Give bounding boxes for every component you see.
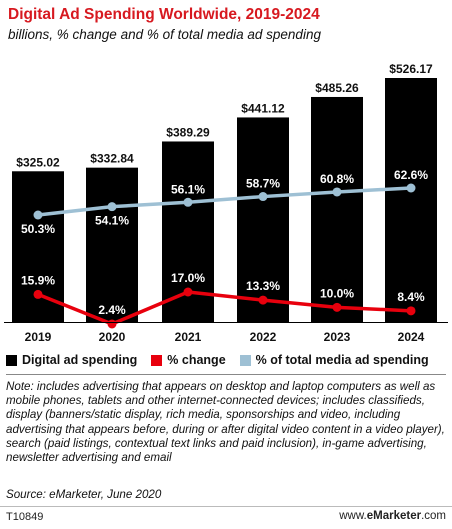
change-label-2020: 2.4% (98, 303, 126, 317)
share-point-2019 (33, 210, 43, 220)
share-point-2023 (332, 187, 342, 197)
change-point-2021 (183, 287, 193, 297)
share-point-2020 (107, 202, 117, 212)
chart-id: T10849 (6, 511, 44, 523)
brand-prefix: www. (339, 510, 367, 522)
change-point-2020 (107, 319, 117, 329)
change-point-2024 (406, 306, 416, 316)
legend-item-2: % of total media ad spending (239, 353, 429, 367)
change-label-2024: 8.4% (397, 290, 425, 304)
change-point-2022 (258, 295, 268, 305)
change-label-2021: 17.0% (171, 271, 205, 285)
x-tick-2022: 2022 (250, 330, 277, 344)
share-label-2021: 56.1% (171, 182, 205, 196)
x-tick-2024: 2024 (398, 330, 425, 344)
change-label-2019: 15.9% (21, 273, 55, 287)
change-label-2023: 10.0% (320, 286, 354, 300)
chart-plot: $325.02 $332.84 $389.29 $441.12 $485.26 $526.… (4, 62, 448, 344)
bar-label-2022: $441.12 (241, 101, 285, 115)
x-tick-2019: 2019 (25, 330, 52, 344)
change-line (37, 290, 412, 326)
bar-label-2023: $485.26 (315, 81, 359, 95)
legend-swatch-0 (6, 354, 17, 366)
legend-label-0: Digital ad spending (22, 353, 138, 367)
chart-source: Source: eMarketer, June 2020 (6, 488, 162, 501)
chart-note: Note: includes advertising that appears … (6, 380, 445, 465)
x-tick-2023: 2023 (324, 330, 351, 344)
change-point-2023 (332, 302, 342, 312)
share-point-2021 (183, 197, 193, 207)
brand-name: eMarketer (366, 510, 422, 522)
share-label-2019: 50.3% (21, 222, 55, 236)
bar-2023 (311, 96, 363, 322)
share-label-2023: 60.8% (320, 172, 354, 186)
bar-2024 (385, 78, 437, 322)
change-label-2022: 13.3% (246, 279, 280, 293)
divider (6, 374, 446, 375)
bar-2020 (86, 167, 138, 322)
chart-subtitle: billions, % change and % of total media … (8, 27, 321, 42)
x-tick-2020: 2020 (99, 330, 126, 344)
share-label-2022: 58.7% (246, 177, 280, 191)
x-tick-2021: 2021 (175, 330, 202, 344)
legend-swatch-2 (239, 354, 251, 366)
share-point-2022 (258, 192, 268, 202)
bar-label-2020: $332.84 (90, 152, 134, 166)
chart-title: Digital Ad Spending Worldwide, 2019-2024 (8, 6, 320, 23)
legend-label-2: % of total media ad spending (255, 353, 429, 367)
footer-divider (0, 506, 452, 507)
bar-2019 (12, 171, 64, 322)
bar-label-2021: $389.29 (166, 125, 210, 139)
chart-legend: Digital ad spending % change % of total me… (6, 351, 443, 369)
share-point-2024 (406, 183, 416, 193)
legend-item-1: % change (151, 353, 226, 367)
legend-swatch-1 (151, 354, 163, 366)
share-label-2020: 54.1% (95, 214, 129, 228)
legend-item-0: Digital ad spending (6, 353, 137, 367)
bar-label-2019: $325.02 (16, 155, 60, 169)
change-point-2019 (33, 289, 43, 299)
share-label-2024: 62.6% (394, 168, 428, 182)
bar-label-2024: $526.17 (389, 62, 433, 76)
brand-logo[interactable]: www.eMarketer.com (339, 510, 446, 522)
legend-label-1: % change (167, 353, 226, 367)
share-line (37, 186, 412, 217)
brand-suffix: .com (421, 510, 446, 522)
bar-2022 (237, 117, 289, 323)
